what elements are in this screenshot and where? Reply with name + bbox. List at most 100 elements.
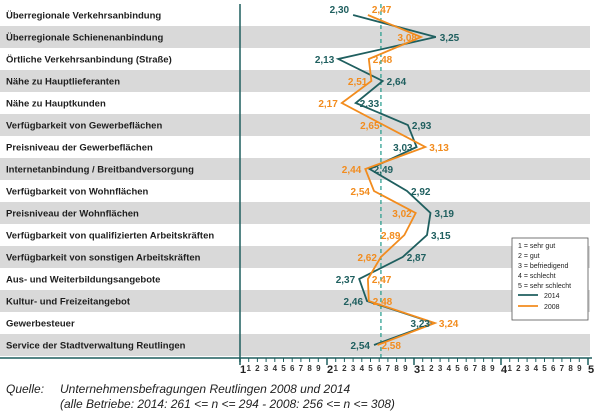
- data-label-2014: 2,54: [351, 341, 371, 352]
- data-label-2008: 2,62: [357, 253, 377, 264]
- legend-scale-item: 1 = sehr gut: [518, 243, 555, 250]
- minor-tick-label: 2: [516, 364, 521, 373]
- data-label-2008: 2,47: [372, 275, 392, 286]
- row-shade: [0, 246, 590, 268]
- source-text-2: (alle Betriebe: 2014: 261 <= n <= 294 - …: [60, 397, 395, 411]
- data-label-2014: 2,33: [360, 99, 380, 110]
- data-label-2014: 2,30: [330, 5, 350, 16]
- data-label-2014: 3,25: [440, 33, 460, 44]
- row-shade: [0, 70, 590, 92]
- row-shade: [0, 26, 590, 48]
- minor-tick-label: 4: [273, 364, 278, 373]
- major-tick-label: 4: [501, 364, 508, 376]
- legend-series-label: 2008: [544, 304, 560, 311]
- category-label: Preisniveau der Wohnflächen: [6, 209, 139, 220]
- category-label: Örtliche Verkehrsanbindung (Straße): [6, 55, 172, 66]
- major-tick-label: 1: [240, 364, 246, 376]
- data-label-2014: 2,13: [315, 55, 335, 66]
- minor-tick-label: 6: [290, 364, 295, 373]
- minor-tick-label: 7: [473, 364, 478, 373]
- category-label: Internetanbindung / Breitbandversorgung: [6, 165, 194, 176]
- minor-tick-label: 1: [246, 364, 251, 373]
- category-label: Aus- und Weiterbildungsangebote: [6, 275, 160, 286]
- category-label: Preisniveau der Gewerbeflächen: [6, 143, 153, 154]
- data-label-2008: 3,08: [397, 33, 417, 44]
- data-label-2008: 2,44: [342, 165, 362, 176]
- source-text-1: Unternehmensbefragungen Reutlingen 2008 …: [60, 382, 351, 396]
- row-shade: [0, 334, 590, 356]
- category-label: Überregionale Verkehrsanbindung: [6, 11, 161, 22]
- category-label: Nähe zu Hauptkunden: [6, 99, 106, 110]
- minor-tick-label: 8: [568, 364, 573, 373]
- minor-tick-label: 4: [447, 364, 452, 373]
- source-label: Quelle:: [6, 382, 45, 396]
- legend-scale-item: 2 = gut: [518, 253, 540, 260]
- legend-scale-item: 5 = sehr schlecht: [518, 283, 571, 290]
- minor-tick-label: 3: [438, 364, 443, 373]
- data-label-2008: 2,89: [381, 231, 401, 242]
- data-label-2014: 2,49: [374, 165, 394, 176]
- data-label-2008: 3,24: [439, 319, 459, 330]
- source-line-1: Quelle: Unternehmensbefragungen Reutlinge…: [6, 382, 596, 397]
- data-label-2014: 2,64: [387, 77, 407, 88]
- minor-tick-label: 6: [551, 364, 556, 373]
- minor-tick-label: 8: [481, 364, 486, 373]
- minor-tick-label: 8: [394, 364, 399, 373]
- minor-tick-label: 4: [534, 364, 539, 373]
- legend-series-label: 2014: [544, 293, 560, 300]
- major-tick-label: 3: [414, 364, 420, 376]
- data-label-2014: 2,87: [407, 253, 427, 264]
- series-line-2014: [335, 14, 437, 346]
- minor-tick-label: 1: [507, 364, 512, 373]
- data-label-2014: 3,15: [431, 231, 451, 242]
- minor-tick-label: 7: [386, 364, 391, 373]
- minor-tick-label: 3: [525, 364, 530, 373]
- minor-tick-label: 9: [577, 364, 582, 373]
- data-label-2008: 2,51: [348, 77, 368, 88]
- series-line-2008: [340, 14, 438, 346]
- minor-tick-label: 7: [560, 364, 565, 373]
- minor-tick-label: 2: [429, 364, 434, 373]
- minor-tick-label: 7: [299, 364, 304, 373]
- data-label-2014: 2,92: [411, 187, 431, 198]
- category-label: Verfügbarkeit von Gewerbeflächen: [6, 121, 162, 132]
- data-label-2008: 2,17: [318, 99, 338, 110]
- minor-tick-label: 9: [316, 364, 321, 373]
- minor-tick-label: 6: [377, 364, 382, 373]
- data-label-2008: 2,48: [373, 297, 393, 308]
- minor-tick-label: 4: [360, 364, 365, 373]
- minor-tick-label: 3: [351, 364, 356, 373]
- category-label: Verfügbarkeit von Wohnflächen: [6, 187, 149, 198]
- minor-tick-label: 5: [542, 364, 547, 373]
- minor-tick-label: 9: [490, 364, 495, 373]
- minor-tick-label: 1: [333, 364, 338, 373]
- minor-tick-label: 2: [342, 364, 347, 373]
- legend-scale-item: 3 = befriedigend: [518, 263, 569, 270]
- data-label-2014: 3,23: [411, 319, 431, 330]
- minor-tick-label: 5: [455, 364, 460, 373]
- major-tick-label: 2: [327, 364, 333, 376]
- data-label-2014: 2,46: [344, 297, 364, 308]
- data-label-2008: 2,65: [360, 121, 380, 132]
- minor-tick-label: 6: [464, 364, 469, 373]
- data-label-2014: 3,03: [393, 143, 413, 154]
- data-label-2014: 3,19: [435, 209, 455, 220]
- category-label: Verfügbarkeit von qualifizierten Arbeits…: [6, 231, 214, 242]
- data-label-2008: 2,47: [372, 5, 392, 16]
- row-shade: [0, 290, 590, 312]
- minor-tick-label: 5: [281, 364, 286, 373]
- major-tick-label: 5: [588, 364, 594, 376]
- minor-tick-label: 9: [403, 364, 408, 373]
- minor-tick-label: 8: [307, 364, 312, 373]
- row-shade: [0, 202, 590, 224]
- line-chart: Überregionale Verkehrsanbindung Überregio…: [0, 4, 594, 376]
- minor-tick-label: 5: [368, 364, 373, 373]
- data-label-2008: 3,13: [429, 143, 449, 154]
- source-note: Quelle: Unternehmensbefragungen Reutlinge…: [6, 382, 596, 412]
- data-label-2008: 3,02: [392, 209, 412, 220]
- data-label-2014: 2,37: [336, 275, 356, 286]
- row-shade: [0, 158, 590, 180]
- data-label-2008: 2,58: [381, 341, 401, 352]
- minor-tick-label: 2: [255, 364, 260, 373]
